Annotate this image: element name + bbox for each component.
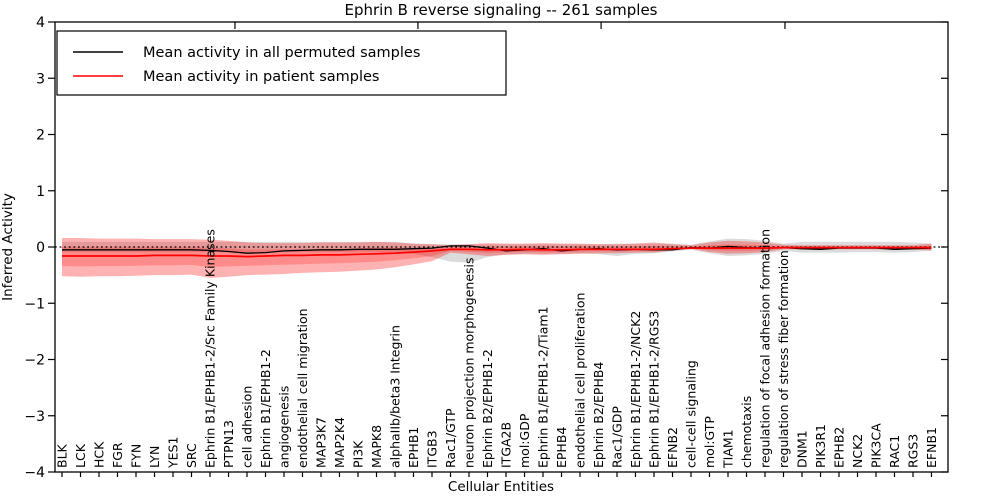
x-tick-label: HCK	[92, 441, 107, 468]
x-axis-label: Cellular Entities	[448, 479, 554, 495]
y-tick-label: 2	[36, 128, 45, 144]
x-tick-label: PIK3CA	[869, 423, 884, 468]
y-tick-label: 0	[36, 240, 45, 256]
x-tick-label: cell adhesion	[240, 386, 255, 468]
x-tick-label: FGR	[110, 442, 125, 468]
x-tick-label: ITGB3	[425, 430, 440, 468]
x-tick-label: EFNB2	[665, 427, 680, 468]
legend-label: Mean activity in all permuted samples	[143, 45, 420, 61]
x-tick-label: TIAM1	[721, 429, 736, 469]
x-tick-label: mol:GDP	[517, 413, 532, 468]
x-tick-label: PI3K	[351, 440, 366, 468]
band-layer	[62, 238, 932, 278]
x-tick-label: MAPK8	[369, 425, 384, 468]
x-tick-label: NCK2	[850, 434, 865, 468]
x-tick-label: ITGA2B	[499, 422, 514, 468]
x-tick-label: Ephrin B2/EPHB1-2	[480, 349, 495, 468]
x-tick-label: Rac1/GDP	[610, 406, 625, 468]
x-tick-label: endothelial cell proliferation	[573, 293, 588, 468]
permuted-envelope-band	[62, 238, 932, 263]
x-tick-label: alphaIIb/beta3 Integrin	[388, 325, 403, 468]
x-tick-label: PIK3R1	[813, 424, 828, 468]
x-tick-label: FYN	[129, 444, 144, 468]
y-tick-label: 4	[36, 15, 45, 31]
legend: Mean activity in all permuted samples Mea…	[56, 30, 507, 96]
x-tick-label: regulation of focal adhesion formation	[758, 229, 773, 468]
x-tick-label: EPHB4	[554, 427, 569, 468]
x-tick-label: angiogenesis	[277, 386, 292, 468]
y-tick-label: 1	[36, 184, 45, 200]
tick-label-layer: 4 3 2 1 0 −1 −2 −3 −4 BLK LCK HCK FGR FYN LYN YES1 SRC Ep…	[24, 15, 939, 481]
chart-title: Ephrin B reverse signaling -- 261 sample…	[344, 1, 657, 19]
patient-inner-envelope-band	[62, 244, 932, 267]
x-tick-label: EFNB1	[924, 427, 939, 468]
x-tick-label: PTPN13	[221, 420, 236, 468]
x-tick-label: mol:GTP	[702, 416, 717, 468]
x-tick-label: chemotaxis	[739, 396, 754, 468]
x-tick-label: Rac1/GTP	[443, 408, 458, 468]
x-tick-label: RGS3	[906, 434, 921, 468]
x-tick-label: regulation of stress fiber formation	[776, 250, 791, 468]
x-tick-label: MAP2K4	[332, 417, 347, 468]
y-axis-label: Inferred Activity	[0, 193, 16, 301]
y-tick-label: 3	[36, 71, 45, 87]
x-tick-label: LYN	[147, 446, 162, 468]
x-tick-label: LCK	[73, 443, 88, 468]
x-tick-label: Ephrin B1/EPHB1-2	[258, 349, 273, 468]
x-tick-label: EPHB1	[406, 427, 421, 468]
x-tick-label: SRC	[184, 443, 199, 468]
x-tick-label: YES1	[166, 437, 181, 469]
x-tick-label: MAP3K7	[314, 417, 329, 468]
x-tick-label: Ephrin B1/EPHB1-2/NCK2	[628, 311, 643, 468]
line-layer	[55, 245, 948, 258]
x-tick-label: DNM1	[795, 430, 810, 468]
x-tick-label: RAC1	[887, 435, 902, 468]
x-tick-label: cell-cell signaling	[684, 360, 699, 468]
x-tick-label: neuron projection morphogenesis	[462, 257, 477, 468]
y-tick-label: −4	[24, 465, 45, 481]
x-tick-label: Ephrin B1/EPHB1-2/Src Family Kinases	[203, 229, 218, 468]
legend-label: Mean activity in patient samples	[143, 69, 379, 85]
y-tick-label: −2	[24, 353, 45, 369]
x-tick-label: Ephrin B1/EPHB1-2/Tiam1	[536, 306, 551, 468]
y-tick-label: −3	[24, 409, 45, 425]
y-tick-label: −1	[24, 296, 45, 312]
x-tick-label: Ephrin B1/EPHB1-2/RGS3	[647, 311, 662, 468]
legend-box	[56, 30, 507, 96]
axes-frame-layer	[48, 21, 949, 477]
x-tick-label: endothelial cell migration	[295, 308, 310, 468]
patient-mean-line	[62, 246, 932, 258]
x-tick-label: EPHB2	[832, 427, 847, 468]
x-tick-label: Ephrin B2/EPHB4	[591, 362, 606, 468]
x-tick-label: BLK	[55, 443, 70, 468]
